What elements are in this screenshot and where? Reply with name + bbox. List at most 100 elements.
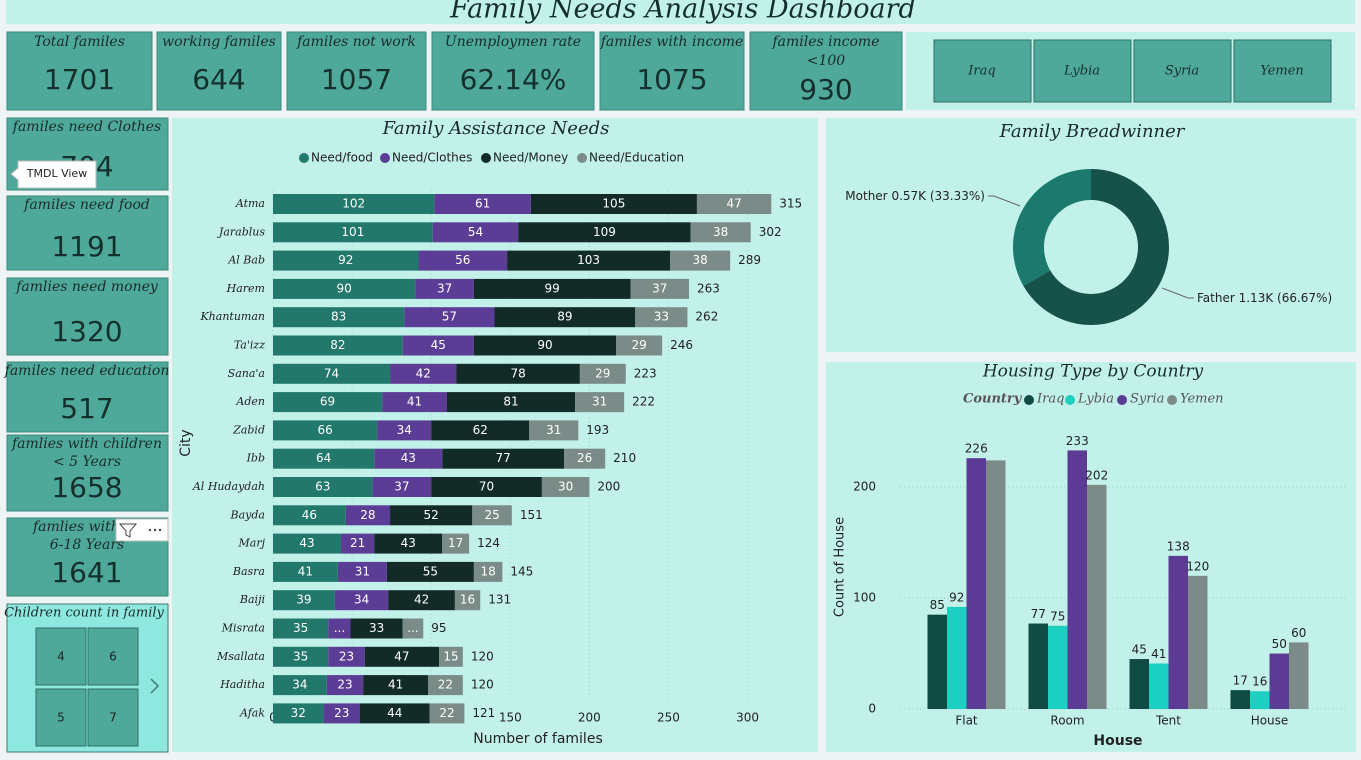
dashboard-title: Family Needs Analysis Dashboard [449, 0, 916, 25]
kpi-value: 1191 [51, 230, 122, 263]
bar-segment [273, 420, 378, 441]
total-label: 263 [697, 281, 720, 295]
country-button[interactable] [1233, 39, 1332, 103]
slice-value: 1.13K (66.67%) [1239, 291, 1333, 305]
bar-segment [334, 590, 389, 611]
more-options-icon[interactable] [158, 528, 162, 532]
slice-label: Mother 0.57K (33.33%) [845, 188, 985, 202]
kpi-value: 930 [799, 73, 852, 106]
x-tick-label: Tent [1155, 714, 1181, 728]
bar-segment [415, 278, 474, 299]
x-tick-label: 250 [657, 711, 680, 725]
bar-segment [390, 505, 473, 526]
bar [947, 606, 967, 709]
bar-segment [363, 675, 429, 696]
kpi-label: working familes [162, 34, 276, 50]
slicer-option[interactable] [87, 627, 139, 686]
leader-line [987, 195, 1021, 207]
y-axis-label: Count of House [833, 517, 848, 617]
data-label: 55 [423, 564, 438, 578]
bar-segment [564, 448, 606, 469]
data-label: 52 [424, 508, 439, 522]
data-label: 47 [726, 197, 741, 211]
bar-segment [273, 477, 373, 497]
kpi-label: familes income [771, 34, 879, 50]
data-label: ... [407, 621, 418, 635]
data-label: 31 [355, 564, 370, 578]
kpi-value: 517 [60, 392, 113, 425]
kpi-label: familes need food [23, 197, 150, 213]
bar-segment [386, 561, 474, 582]
y-tick-label: Khantuman [199, 310, 265, 323]
data-label: 60 [1291, 626, 1306, 640]
bar-segment [447, 392, 576, 413]
bar-segment [575, 392, 625, 413]
total-label: 222 [632, 395, 655, 409]
data-label: 109 [593, 225, 616, 239]
data-label: 74 [324, 366, 339, 380]
x-tick-label: Flat [955, 714, 978, 728]
legend-marker [299, 153, 309, 163]
data-label: 102 [342, 197, 365, 211]
data-label: 35 [293, 649, 308, 663]
y-tick-label: Afak [239, 706, 265, 719]
bar-segment [432, 222, 519, 243]
bar-segment [442, 533, 470, 554]
bar-segment [404, 307, 495, 328]
data-label: ... [334, 621, 345, 635]
kpi-value: 1641 [51, 556, 122, 589]
bar-segment [454, 590, 481, 611]
data-label: 138 [1167, 539, 1190, 553]
more-options-icon[interactable] [153, 528, 157, 532]
bar-segment [473, 278, 631, 299]
legend-label: Iraq [1036, 392, 1064, 407]
data-label: 42 [414, 593, 429, 607]
legend-marker [1167, 395, 1177, 405]
more-options-icon[interactable] [148, 528, 152, 532]
kpi-card [431, 31, 595, 111]
bar-segment [630, 278, 690, 299]
slicer-option[interactable] [35, 627, 87, 686]
data-label: 41 [388, 678, 403, 692]
bar-segment [328, 618, 351, 639]
x-axis-label: Number of familes [473, 731, 602, 747]
kpi-card [6, 277, 169, 356]
y-tick-label: 200 [853, 480, 876, 494]
bar-segment [428, 675, 463, 696]
bar-segment [431, 420, 530, 441]
bar-segment [442, 448, 565, 469]
data-label: 16 [1252, 675, 1267, 689]
data-label: 42 [416, 366, 431, 380]
bar-segment [273, 278, 416, 299]
kpi-card [6, 361, 169, 433]
country-button[interactable] [1033, 39, 1132, 103]
country-button[interactable] [933, 39, 1032, 103]
data-label: 35 [293, 621, 308, 635]
y-tick-label: Basra [232, 565, 265, 578]
bar-segment [402, 335, 474, 356]
data-label: 90 [537, 338, 552, 352]
slicer-option[interactable] [35, 688, 87, 747]
slicer-next[interactable] [150, 678, 160, 694]
filter-icon[interactable] [118, 523, 138, 538]
bar [966, 458, 986, 709]
legend-label: Need/Clothes [392, 151, 472, 165]
bar-segment [579, 363, 626, 384]
country-button[interactable] [1133, 39, 1232, 103]
legend-marker [1065, 395, 1075, 405]
bar-segment [273, 590, 335, 611]
slicer-option[interactable] [87, 688, 139, 747]
bar [1289, 642, 1309, 709]
bar-segment [364, 646, 440, 667]
data-label: 23 [334, 706, 349, 720]
total-label: 302 [759, 225, 782, 239]
bar-segment [273, 392, 383, 413]
kpi-value: 1658 [51, 471, 122, 504]
data-label: 70 [479, 480, 494, 494]
total-label: 120 [471, 678, 494, 692]
data-label: 103 [577, 253, 600, 267]
data-label: 89 [557, 310, 572, 324]
bar-segment [530, 194, 697, 214]
bar [1250, 691, 1270, 709]
